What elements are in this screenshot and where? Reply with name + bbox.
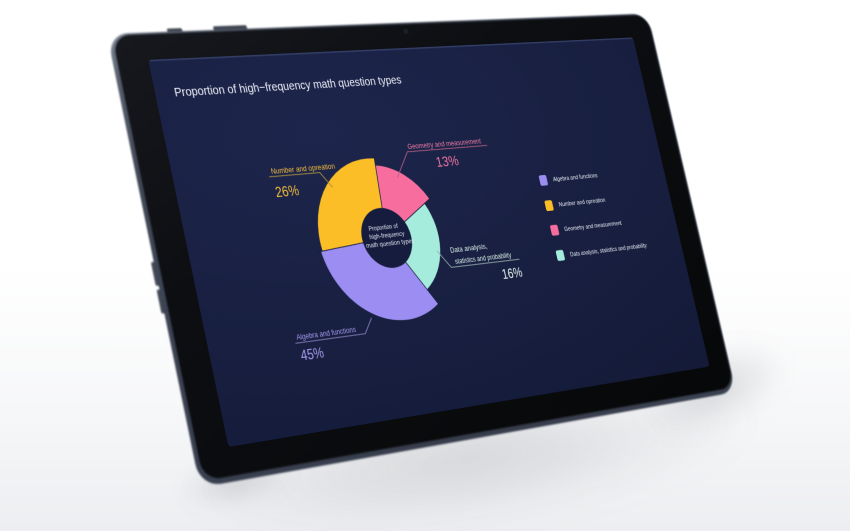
svg-text:45%: 45%: [299, 345, 326, 364]
svg-text:Geometry and measurement: Geometry and measurement: [564, 220, 623, 233]
svg-text:Proportion of: Proportion of: [368, 223, 399, 233]
svg-text:16%: 16%: [501, 265, 524, 282]
svg-text:Data analysis,: Data analysis,: [449, 242, 488, 255]
svg-text:26%: 26%: [274, 183, 301, 201]
svg-text:Algebra and functions: Algebra and functions: [295, 325, 356, 342]
svg-text:high-frequency: high-frequency: [369, 231, 406, 242]
svg-text:Proportion of high−frequency m: Proportion of high−frequency math questi…: [173, 72, 403, 99]
svg-text:Number and opreation: Number and opreation: [558, 197, 606, 208]
svg-text:13%: 13%: [435, 154, 461, 171]
svg-text:Algebra and functions: Algebra and functions: [553, 173, 599, 183]
svg-text:Data analysis, statistics and: Data analysis, statistics and probabilit…: [570, 243, 648, 259]
